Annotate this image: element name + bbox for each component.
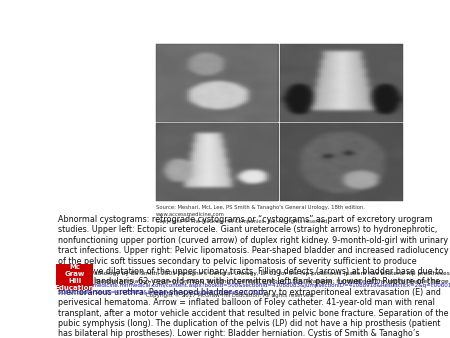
Bar [280, 45, 403, 122]
Text: Chapter 6, Pathology by BS Smith, 2005 Tanagho's General Urology, LP 02 for the : Chapter 6, Pathology by BS Smith, 2005 T… [58, 271, 450, 276]
Text: 508&ChapterSecID=41088083&imagename= Accessed: October 20, 2017: 508&ChapterSecID=41088083&imagename= Acc… [58, 290, 265, 295]
FancyBboxPatch shape [56, 264, 93, 290]
Text: Source: Meshari, McL Lee, PS Smith & Tanagho's General Urology, 18th edition.: Source: Meshari, McL Lee, PS Smith & Tan… [156, 204, 364, 210]
Text: Copyright © 2017 McGraw-Hill Education. All rights reserved.: Copyright © 2017 McGraw-Hill Education. … [146, 293, 315, 298]
Bar [156, 45, 279, 122]
Bar [156, 123, 279, 201]
Text: Copyright © The McGraw-Hill Companies, Inc. All rights reserved.: Copyright © The McGraw-Hill Companies, I… [156, 219, 328, 224]
Text: www.accessmedicine.com: www.accessmedicine.com [156, 212, 225, 217]
Text: Abnormal cystograms: retrograde cystograms or “cystograms” as part of excretory : Abnormal cystograms: retrograde cystogra… [58, 215, 450, 338]
Text: Lower right: Bladder herniation. Cystis of Smith & Tanagho’s General Urology, 18: Lower right: Bladder herniation. Cystis … [58, 279, 450, 284]
Text: Mc
Graw
Hill
Education: Mc Graw Hill Education [55, 264, 94, 291]
Bar [280, 123, 403, 201]
Text: http://accessmedicine.mhmedical.com/content.aspx?bookid=508&sectionid=41088083&j: http://accessmedicine.mhmedical.com/cont… [58, 283, 450, 288]
